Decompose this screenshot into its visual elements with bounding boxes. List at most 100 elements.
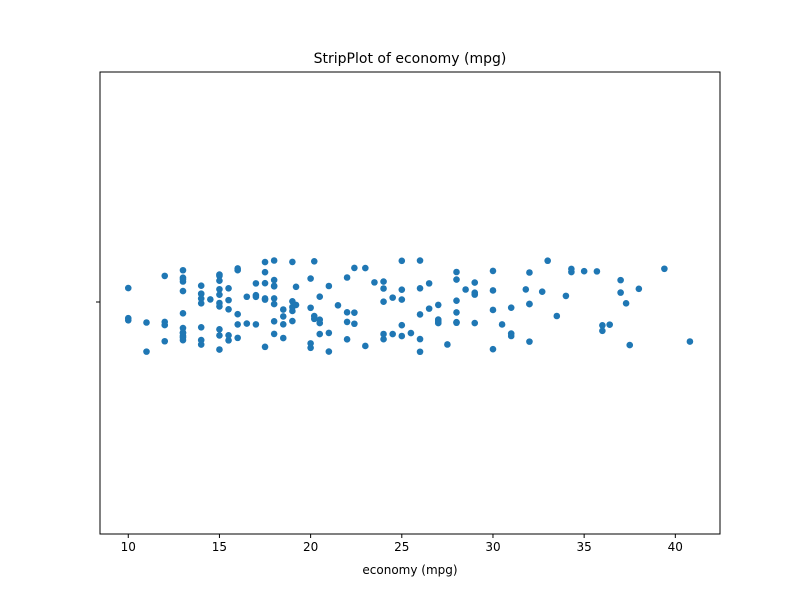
strip-point <box>526 338 533 345</box>
strip-point <box>489 267 497 275</box>
strip-point <box>626 341 634 349</box>
strip-point <box>310 258 318 265</box>
strip-point <box>261 343 269 351</box>
strip-point <box>606 321 613 328</box>
strip-point <box>225 337 232 344</box>
strip-point <box>143 348 150 355</box>
strip-point <box>453 297 460 305</box>
strip-point <box>179 334 187 341</box>
strip-point <box>371 279 378 286</box>
strip-point <box>292 283 300 291</box>
strip-point <box>526 269 533 276</box>
strip-point <box>261 268 269 276</box>
strip-point <box>197 290 205 298</box>
strip-point <box>425 280 433 287</box>
strip-point <box>270 318 278 325</box>
strip-point <box>498 321 506 328</box>
strip-point <box>234 321 241 328</box>
strip-point <box>161 272 169 280</box>
strip-point <box>334 302 342 309</box>
strip-point <box>161 321 169 329</box>
strip-point <box>292 301 300 309</box>
strip-point <box>225 332 232 339</box>
strip-point <box>161 337 169 345</box>
strip-point <box>416 311 424 318</box>
strip-point <box>538 288 546 296</box>
strip-point <box>179 329 187 336</box>
strip-point <box>143 319 150 326</box>
strip-point <box>380 330 387 338</box>
strip-point <box>261 296 269 303</box>
strip-point <box>316 293 324 301</box>
strip-point <box>568 268 575 276</box>
strip-point <box>325 329 333 337</box>
strip-point <box>471 319 479 327</box>
strip-point <box>179 266 187 274</box>
strip-point <box>289 258 296 266</box>
strip-point <box>252 293 260 301</box>
strip-point <box>216 346 223 353</box>
strip-point <box>416 284 424 292</box>
strip-point <box>307 340 314 347</box>
strip-point <box>179 310 187 317</box>
strip-point <box>389 330 396 338</box>
strip-point <box>489 306 497 314</box>
strip-point <box>553 312 561 320</box>
strip-point <box>279 306 287 313</box>
strip-point <box>216 326 223 333</box>
strip-point <box>635 285 643 293</box>
strip-point <box>617 289 624 296</box>
x-tick-label: 25 <box>394 540 409 554</box>
strip-point <box>270 276 278 284</box>
strip-point <box>270 257 278 264</box>
strip-point <box>325 348 333 355</box>
strip-point <box>471 291 479 298</box>
strip-point <box>307 275 314 282</box>
x-tick-label: 30 <box>485 540 500 554</box>
strip-point <box>453 268 460 276</box>
strip-point <box>351 264 358 272</box>
strip-point <box>225 285 232 292</box>
plot-frame <box>99 71 721 535</box>
strip-point <box>270 295 278 302</box>
strip-point <box>252 321 260 328</box>
strip-point <box>216 271 223 278</box>
strip-point <box>398 296 406 303</box>
strip-point <box>207 296 214 303</box>
strip-point <box>252 280 260 287</box>
strip-point <box>279 334 287 342</box>
strip-point <box>316 330 324 338</box>
strip-point <box>362 264 369 272</box>
strip-point <box>593 268 601 275</box>
strip-point <box>225 296 232 304</box>
strip-point <box>462 286 469 293</box>
strip-point <box>325 282 333 290</box>
strip-point <box>243 293 251 301</box>
strip-point <box>580 267 588 275</box>
strip-point <box>307 304 314 312</box>
strip-point <box>270 300 278 308</box>
strip-point <box>544 257 551 265</box>
strip-point <box>316 319 324 327</box>
strip-point <box>343 309 351 316</box>
strip-point <box>661 265 668 273</box>
strip-point <box>261 279 269 287</box>
strip-point <box>243 320 251 327</box>
strip-point <box>234 334 241 342</box>
strip-point <box>622 300 630 307</box>
strip-point <box>343 274 351 281</box>
strip-point <box>234 265 241 272</box>
strip-point <box>216 291 223 298</box>
x-tick-label: 20 <box>303 540 318 554</box>
strip-point <box>279 321 287 328</box>
strip-point <box>686 338 694 345</box>
strip-point <box>179 287 187 295</box>
strip-point <box>343 318 351 326</box>
strip-point <box>416 348 424 356</box>
strip-point <box>489 345 497 353</box>
strip-point <box>289 317 296 325</box>
x-tick-label: 15 <box>212 540 227 554</box>
strip-point <box>197 323 205 331</box>
x-tick-label: 35 <box>577 540 592 554</box>
